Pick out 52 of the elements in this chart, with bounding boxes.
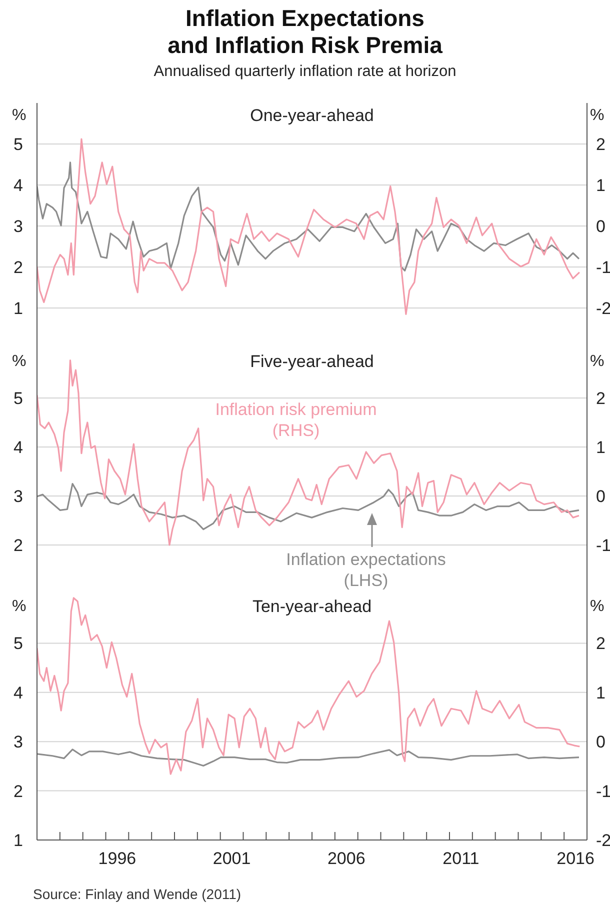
y-tick-label: 1 xyxy=(14,299,23,318)
y2-axis-title: % xyxy=(590,598,604,616)
chart-subtitle: Annualised quarterly inflation rate at horizon xyxy=(152,63,458,81)
x-tick-label: 1996 xyxy=(98,849,136,868)
y-axis-title: % xyxy=(12,598,26,616)
y2-tick-label: 0 xyxy=(596,217,606,236)
y-tick-label: 5 xyxy=(14,135,23,154)
y-tick-label: 4 xyxy=(14,176,23,196)
legend-label: Inflation expectations (LHS) xyxy=(285,549,447,591)
line-series xyxy=(37,597,580,775)
chart-title: Inflation Expectations and Inflation Risk Premia xyxy=(166,5,444,59)
y-tick-label: 1 xyxy=(14,831,23,850)
y2-tick-label: 0 xyxy=(596,487,606,506)
x-tick-label: 2001 xyxy=(212,849,251,868)
y2-tick-label: -1 xyxy=(596,782,610,801)
y2-tick-label: -2 xyxy=(596,299,610,318)
y2-tick-label: -2 xyxy=(596,831,610,850)
series-label: Inflation risk premium (RHS) xyxy=(214,399,378,441)
y2-tick-label: 2 xyxy=(596,135,606,154)
y-axis-title: % xyxy=(12,107,26,125)
y2-axis-title: % xyxy=(590,353,604,371)
y2-tick-label: 0 xyxy=(596,732,606,752)
line-series xyxy=(37,748,580,767)
source-note: Source: Finlay and Wende (2011) xyxy=(33,886,242,902)
x-tick-label: 2006 xyxy=(327,849,366,868)
y2-axis-title: % xyxy=(590,107,604,125)
annotation: One-year-ahead xyxy=(249,106,375,126)
y2-tick-label: -1 xyxy=(596,536,610,556)
y-tick-label: 3 xyxy=(14,487,23,506)
y-tick-label: 3 xyxy=(14,217,23,236)
y-tick-label: 2 xyxy=(14,536,23,556)
x-tick-label: 2016 xyxy=(556,849,594,868)
y-tick-label: 4 xyxy=(14,683,23,702)
y2-tick-label: -1 xyxy=(596,258,610,278)
y2-tick-label: 2 xyxy=(596,389,606,408)
y-tick-label: 2 xyxy=(14,258,23,278)
x-tick-label: 2011 xyxy=(442,849,480,868)
y2-tick-label: 1 xyxy=(596,438,606,458)
y-tick-label: 5 xyxy=(14,389,23,408)
y-tick-label: 2 xyxy=(14,782,23,801)
annotation: Five-year-ahead xyxy=(249,352,375,372)
y-axis-title: % xyxy=(12,353,26,371)
y2-tick-label: 1 xyxy=(596,176,606,196)
y-tick-label: 5 xyxy=(14,634,23,654)
y-tick-label: 3 xyxy=(14,732,23,752)
annotation: Ten-year-ahead xyxy=(251,597,373,617)
line-series xyxy=(37,162,580,272)
y2-tick-label: 1 xyxy=(596,683,606,702)
y2-tick-label: 2 xyxy=(596,634,606,654)
line-series xyxy=(37,482,580,530)
line-series xyxy=(37,138,580,315)
y-tick-label: 4 xyxy=(14,438,23,458)
